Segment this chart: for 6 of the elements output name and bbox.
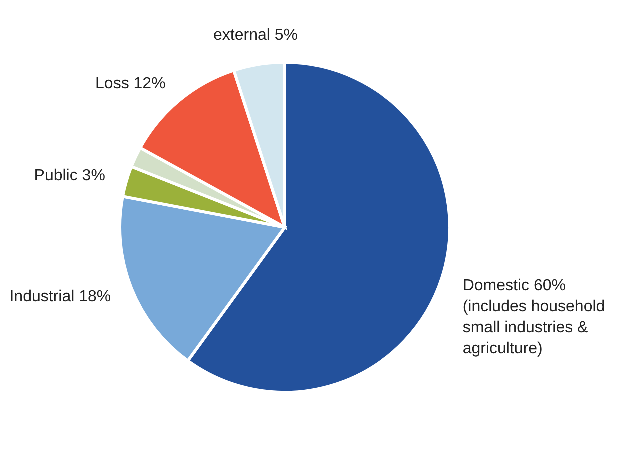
slice-label: external 5%: [213, 26, 298, 44]
slice-label: Loss 12%: [96, 75, 166, 92]
text: (includes household small industries & agriculture): [462, 298, 606, 358]
slice-label: Domestic 60%: [462, 277, 566, 294]
slice-label: Public 3%: [34, 167, 106, 184]
slice-label: Industrial 18%: [10, 288, 112, 306]
